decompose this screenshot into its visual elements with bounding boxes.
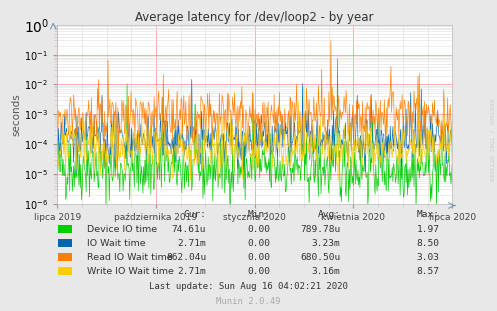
Text: 2.71m: 2.71m bbox=[177, 267, 206, 276]
Text: 74.61u: 74.61u bbox=[172, 225, 206, 234]
Text: Munin 2.0.49: Munin 2.0.49 bbox=[216, 297, 281, 306]
Text: 3.23m: 3.23m bbox=[312, 239, 340, 248]
Text: Avg:: Avg: bbox=[318, 210, 340, 219]
Text: Last update: Sun Aug 16 04:02:21 2020: Last update: Sun Aug 16 04:02:21 2020 bbox=[149, 281, 348, 290]
Text: 0.00: 0.00 bbox=[248, 253, 271, 262]
Text: IO Wait time: IO Wait time bbox=[87, 239, 146, 248]
Text: 789.78u: 789.78u bbox=[300, 225, 340, 234]
Text: 0.00: 0.00 bbox=[248, 225, 271, 234]
Text: Read IO Wait time: Read IO Wait time bbox=[87, 253, 172, 262]
Text: Write IO Wait time: Write IO Wait time bbox=[87, 267, 174, 276]
Text: 2.71m: 2.71m bbox=[177, 239, 206, 248]
Text: 8.57: 8.57 bbox=[417, 267, 440, 276]
Text: 1.97: 1.97 bbox=[417, 225, 440, 234]
Text: 0.00: 0.00 bbox=[248, 267, 271, 276]
Text: 8.50: 8.50 bbox=[417, 239, 440, 248]
Text: 862.04u: 862.04u bbox=[166, 253, 206, 262]
Text: 3.16m: 3.16m bbox=[312, 267, 340, 276]
Title: Average latency for /dev/loop2 - by year: Average latency for /dev/loop2 - by year bbox=[136, 11, 374, 24]
Text: Device IO time: Device IO time bbox=[87, 225, 157, 234]
Text: 680.50u: 680.50u bbox=[300, 253, 340, 262]
Y-axis label: seconds: seconds bbox=[11, 93, 21, 136]
Text: 0.00: 0.00 bbox=[248, 239, 271, 248]
Text: RRDTOOL / TOBI OETIKER: RRDTOOL / TOBI OETIKER bbox=[488, 99, 493, 181]
Text: Max:: Max: bbox=[417, 210, 440, 219]
Text: Min:: Min: bbox=[248, 210, 271, 219]
Text: 3.03: 3.03 bbox=[417, 253, 440, 262]
Text: Cur:: Cur: bbox=[183, 210, 206, 219]
